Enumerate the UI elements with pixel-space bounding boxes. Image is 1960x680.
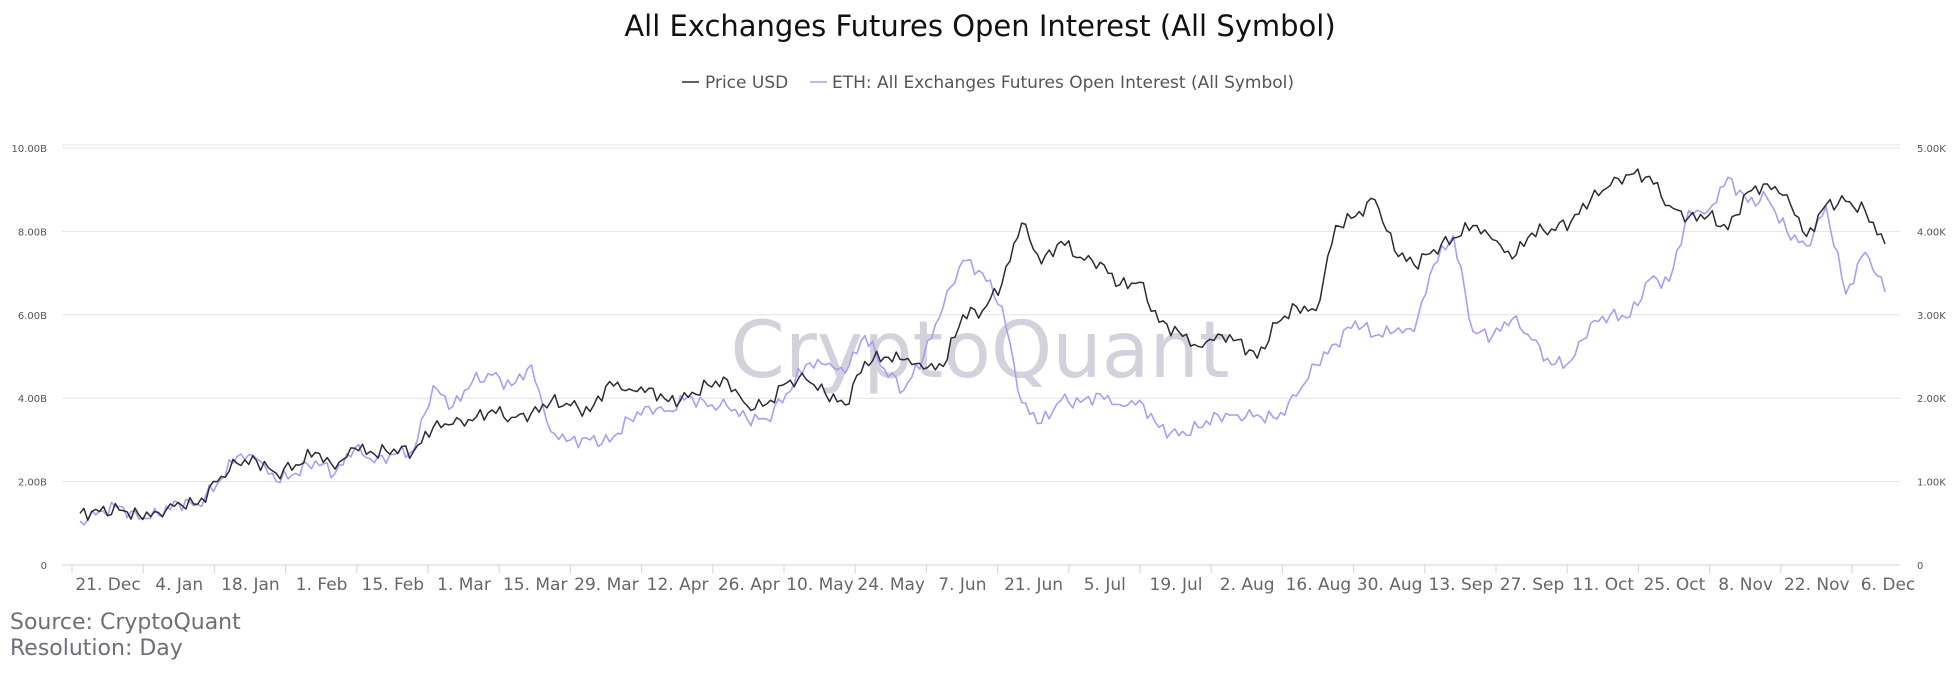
legend-label-price[interactable]: Price USD [705, 73, 788, 93]
x-tick-label: 19. Jul [1150, 575, 1203, 595]
y-right-tick-label: 1.00K [1917, 478, 1946, 489]
x-tick-label: 1. Feb [296, 575, 348, 595]
x-tick-label: 8. Nov [1718, 575, 1773, 595]
x-tick-label: 1. Mar [437, 575, 491, 595]
x-tick-label: 24. May [857, 575, 925, 595]
x-tick-label: 15. Mar [503, 575, 568, 595]
chart-title: All Exchanges Futures Open Interest (All… [624, 9, 1335, 43]
watermark: CryptoQuant [730, 306, 1229, 396]
x-tick-label: 7. Jun [938, 575, 986, 595]
x-tick-label: 21. Dec [75, 575, 140, 595]
y-left-tick-label: 6.00B [18, 311, 47, 322]
x-tick-label: 10. May [786, 575, 854, 595]
x-tick-label: 29. Mar [574, 575, 639, 595]
y-left-tick-label: 2.00B [18, 478, 47, 489]
x-tick-label: 13. Sep [1429, 575, 1493, 595]
x-tick-label: 2. Aug [1220, 575, 1275, 595]
x-tick-label: 22. Nov [1784, 575, 1850, 595]
legend-label-oi[interactable]: ETH: All Exchanges Futures Open Interest… [832, 73, 1294, 93]
x-tick-label: 30. Aug [1357, 575, 1423, 595]
y-axis-right: 0 1.00K 2.00K 3.00K 4.00K 5.00K [1917, 144, 1946, 572]
plot-area [79, 168, 1886, 526]
x-tick-label: 6. Dec [1861, 575, 1916, 595]
y-left-tick-label: 4.00B [18, 394, 47, 405]
x-tick-label: 12. Apr [647, 575, 709, 595]
x-tick-label: 26. Apr [718, 575, 780, 595]
y-left-tick-label: 8.00B [18, 227, 47, 238]
x-tick-label: 5. Jul [1084, 575, 1126, 595]
y-right-tick-label: 3.00K [1917, 311, 1946, 322]
y-right-tick-label: 4.00K [1917, 227, 1946, 238]
y-left-tick-label: 10.00B [12, 144, 48, 155]
y-left-tick-label: 0 [41, 561, 47, 572]
source-label: Source: CryptoQuant [10, 610, 241, 635]
y-right-tick-label: 0 [1917, 561, 1923, 572]
y-right-tick-label: 2.00K [1917, 394, 1946, 405]
x-tick-label: 15. Feb [362, 575, 425, 595]
series-line-open-interest[interactable] [79, 176, 1886, 526]
resolution-label: Resolution: Day [10, 636, 183, 661]
x-tick-label: 16. Aug [1286, 575, 1352, 595]
x-tick-label: 21. Jun [1004, 575, 1063, 595]
x-axis: 21. Dec 4. Jan 18. Jan 1. Feb 15. Feb 1. Mar 1… [62, 564, 1916, 595]
x-tick-label: 25. Oct [1643, 575, 1705, 595]
legend: Price USD ETH: All Exchanges Futures Ope… [682, 73, 1294, 93]
y-axis-left: 0 2.00B 4.00B 6.00B 8.00B 10.00B [12, 144, 48, 572]
x-tick-label: 27. Sep [1500, 575, 1564, 595]
x-tick-label: 11. Oct [1572, 575, 1634, 595]
x-tick-label: 4. Jan [155, 575, 203, 595]
x-tick-label: 18. Jan [221, 575, 280, 595]
series-line-price[interactable] [79, 168, 1886, 521]
y-right-tick-label: 5.00K [1917, 144, 1946, 155]
